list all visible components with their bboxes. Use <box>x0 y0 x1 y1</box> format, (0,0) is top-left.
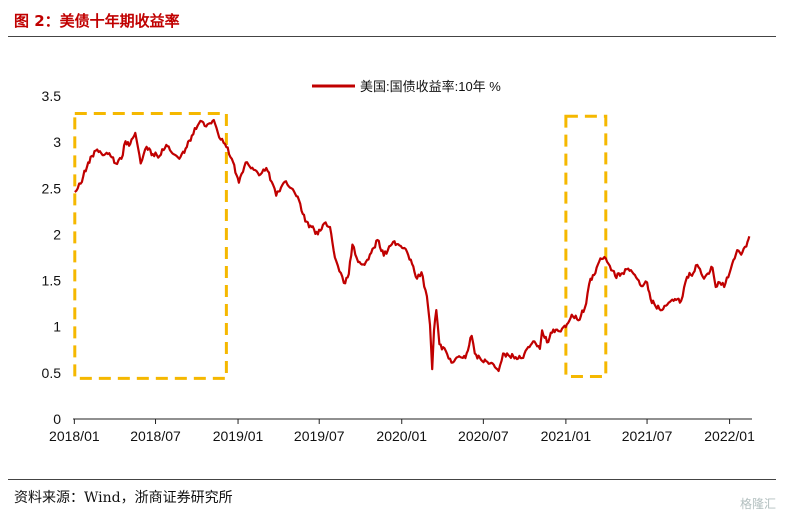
highlight-boxes <box>73 112 608 380</box>
y-tick-label: 1 <box>53 319 61 335</box>
series-line-us10y <box>74 118 751 373</box>
x-tick-label: 2018/01 <box>49 428 100 444</box>
figure-title: 图 2：美债十年期收益率 <box>14 12 180 30</box>
y-tick-label: 2.5 <box>42 180 62 196</box>
x-tick-label: 2019/01 <box>213 428 264 444</box>
y-axis: 0 0.5 1 1.5 2 2.5 3 3.5 <box>42 88 62 427</box>
x-tick-label: 2022/01 <box>704 428 755 444</box>
chart-legend: 美国:国债收益率:10年 % <box>312 79 501 94</box>
x-tick-label: 2019/07 <box>294 428 345 444</box>
series-layer <box>74 118 751 373</box>
y-tick-label: 0 <box>53 411 61 427</box>
x-tick-label: 2021/07 <box>622 428 673 444</box>
title-divider <box>8 36 776 37</box>
legend-label: 美国:国债收益率:10年 % <box>360 79 501 94</box>
watermark-logo: 格隆汇 <box>739 497 776 511</box>
y-tick-label: 3.5 <box>42 88 62 104</box>
x-tick-label: 2018/07 <box>130 428 181 444</box>
x-axis: 2018/01 2018/07 2019/01 2019/07 2020/01 2020/… <box>49 418 755 444</box>
y-tick-label: 2 <box>53 226 61 242</box>
y-tick-label: 3 <box>53 134 61 150</box>
x-tick-label: 2021/01 <box>541 428 592 444</box>
y-tick-label: 1.5 <box>42 273 62 289</box>
source-note: 资料来源：Wind，浙商证券研究所 <box>14 490 233 506</box>
chart-area: 美国:国债收益率:10年 % 00.511.522.533.5 2018/01 2… <box>42 79 756 444</box>
y-tick-label: 0.5 <box>42 365 62 381</box>
highlight-box <box>564 114 608 379</box>
source-divider <box>8 479 776 480</box>
x-tick-label: 2020/01 <box>376 428 427 444</box>
x-tick-label: 2020/07 <box>458 428 509 444</box>
